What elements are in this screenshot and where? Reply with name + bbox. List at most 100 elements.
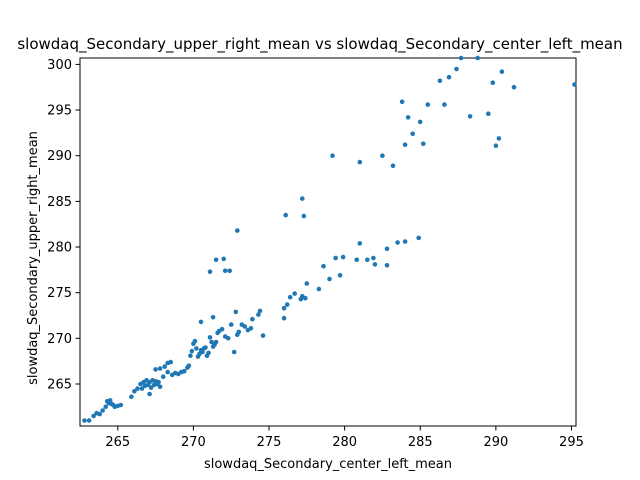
data-point	[248, 326, 254, 331]
data-point	[129, 394, 134, 400]
data-point	[399, 99, 405, 105]
data-point	[281, 305, 287, 311]
x-axis-label: slowdaq_Secondary_center_left_mean	[204, 457, 452, 472]
data-point	[107, 398, 113, 403]
data-point	[496, 136, 502, 141]
y-tick-label: 275	[47, 286, 72, 301]
y-tick-label: 285	[47, 195, 72, 210]
data-point	[405, 115, 411, 120]
data-point	[233, 309, 239, 315]
data-point	[207, 269, 213, 275]
data-point	[402, 239, 408, 244]
data-point	[284, 302, 290, 307]
data-point	[454, 66, 459, 72]
data-point	[91, 413, 96, 419]
data-point	[327, 276, 332, 282]
data-points	[82, 55, 577, 423]
data-point	[192, 338, 198, 344]
data-point	[162, 364, 167, 369]
data-point	[493, 143, 499, 148]
data-point	[301, 213, 307, 219]
data-point	[384, 263, 390, 268]
chart-title: slowdaq_Secondary_upper_right_mean vs sl…	[17, 35, 622, 54]
y-tick-label: 295	[47, 104, 72, 119]
data-point	[300, 196, 305, 201]
data-point	[417, 119, 423, 125]
data-point	[287, 294, 293, 300]
data-point	[235, 228, 240, 233]
data-point	[132, 389, 137, 394]
plot-area	[79, 57, 577, 427]
plot-frame	[79, 57, 577, 427]
data-point	[207, 335, 213, 340]
y-tick-label: 290	[47, 149, 72, 164]
y-tick-label: 280	[47, 241, 72, 256]
data-point	[160, 374, 166, 380]
data-point	[340, 254, 346, 260]
data-point	[210, 315, 216, 320]
data-point	[490, 80, 496, 85]
data-point	[153, 367, 158, 372]
data-point	[425, 102, 431, 107]
y-tick-label: 270	[47, 332, 72, 347]
data-point	[371, 255, 376, 261]
data-point	[416, 235, 422, 241]
data-point	[206, 350, 211, 356]
data-point	[304, 281, 310, 286]
data-point	[182, 368, 187, 374]
data-point	[283, 212, 289, 218]
data-point	[257, 308, 263, 314]
data-point	[475, 55, 481, 61]
data-point	[203, 345, 208, 350]
data-point	[135, 386, 140, 391]
data-point	[390, 163, 396, 169]
data-point	[292, 291, 298, 296]
data-point	[316, 286, 322, 292]
data-point	[357, 159, 363, 165]
data-point	[225, 336, 231, 341]
data-point	[437, 78, 443, 84]
data-point	[511, 84, 517, 90]
data-point	[458, 55, 464, 61]
data-point	[148, 385, 154, 390]
data-point	[82, 418, 87, 423]
data-point	[333, 255, 338, 261]
data-point	[446, 74, 452, 80]
data-point	[231, 349, 237, 355]
data-point	[395, 240, 400, 245]
data-point	[410, 131, 416, 137]
data-point	[209, 339, 214, 345]
data-point	[357, 241, 363, 246]
data-point	[242, 324, 248, 329]
data-point	[281, 315, 287, 321]
data-point	[97, 411, 102, 417]
data-point	[486, 111, 491, 116]
data-point	[198, 319, 204, 325]
data-point	[86, 418, 92, 423]
data-point	[186, 363, 192, 369]
y-axis-label: slowdaq_Secondary_upper_right_mean	[26, 131, 41, 385]
data-point	[147, 391, 152, 397]
y-tick-label: 300	[47, 58, 72, 73]
data-point	[157, 366, 163, 371]
data-point	[354, 257, 360, 263]
x-tick-label: 265	[105, 435, 130, 450]
data-point	[227, 268, 232, 274]
data-point	[442, 102, 447, 107]
x-tick-label: 290	[483, 435, 508, 450]
data-point	[213, 257, 219, 263]
data-point	[118, 402, 124, 408]
data-point	[188, 353, 193, 359]
y-tick-label: 265	[47, 377, 72, 392]
data-point	[236, 329, 242, 335]
data-point	[402, 142, 408, 147]
data-point	[100, 408, 105, 413]
data-point	[139, 386, 145, 391]
data-point	[189, 348, 195, 354]
data-point	[337, 273, 343, 278]
data-point	[200, 349, 205, 355]
y-axis: 265 270 275 280 285 290 295 300	[47, 58, 80, 392]
data-point	[572, 82, 577, 87]
